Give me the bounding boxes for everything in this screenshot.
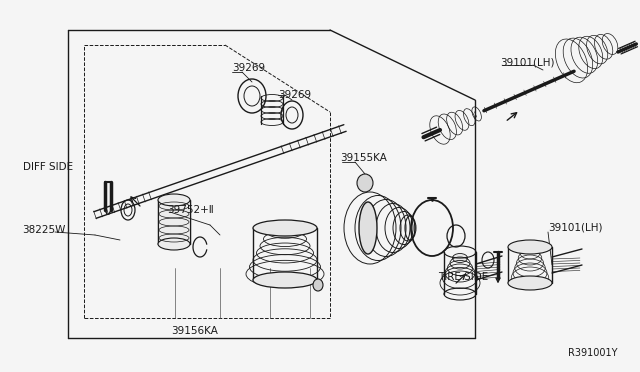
Text: DIFF SIDE: DIFF SIDE (23, 162, 73, 172)
Ellipse shape (253, 272, 317, 288)
Ellipse shape (253, 220, 317, 236)
Bar (158, 200, 190, 244)
Ellipse shape (357, 174, 373, 192)
Ellipse shape (508, 240, 552, 254)
Ellipse shape (158, 194, 190, 206)
Ellipse shape (359, 202, 377, 254)
Text: 39269: 39269 (278, 90, 311, 100)
Text: 39752+Ⅱ: 39752+Ⅱ (167, 205, 214, 215)
Text: 39101(LH): 39101(LH) (500, 57, 554, 67)
Text: 39269: 39269 (232, 63, 265, 73)
Text: R391001Y: R391001Y (568, 348, 618, 358)
Ellipse shape (452, 253, 467, 263)
Text: 38225W: 38225W (22, 225, 65, 235)
Ellipse shape (313, 279, 323, 291)
Text: 39101(LH): 39101(LH) (548, 222, 602, 232)
Text: 39156KA: 39156KA (172, 326, 218, 336)
Text: TIRE SIDE: TIRE SIDE (438, 272, 488, 282)
Text: 39155KA: 39155KA (340, 153, 387, 163)
Ellipse shape (508, 276, 552, 290)
Ellipse shape (158, 238, 190, 250)
